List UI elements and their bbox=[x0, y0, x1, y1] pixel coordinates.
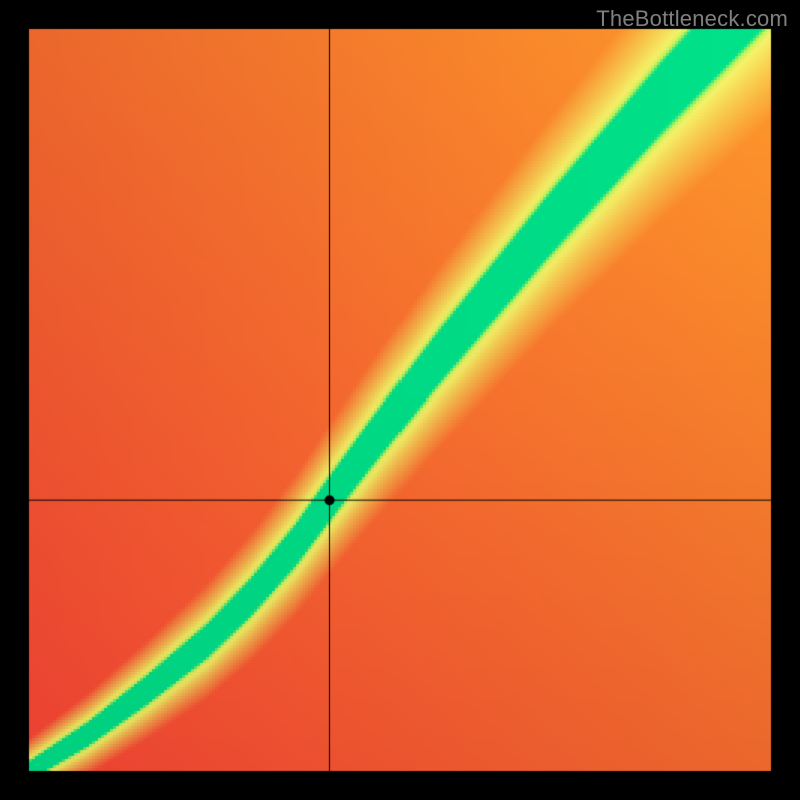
bottleneck-heatmap bbox=[0, 0, 800, 800]
watermark-text: TheBottleneck.com bbox=[596, 6, 788, 32]
outer-frame: TheBottleneck.com bbox=[0, 0, 800, 800]
